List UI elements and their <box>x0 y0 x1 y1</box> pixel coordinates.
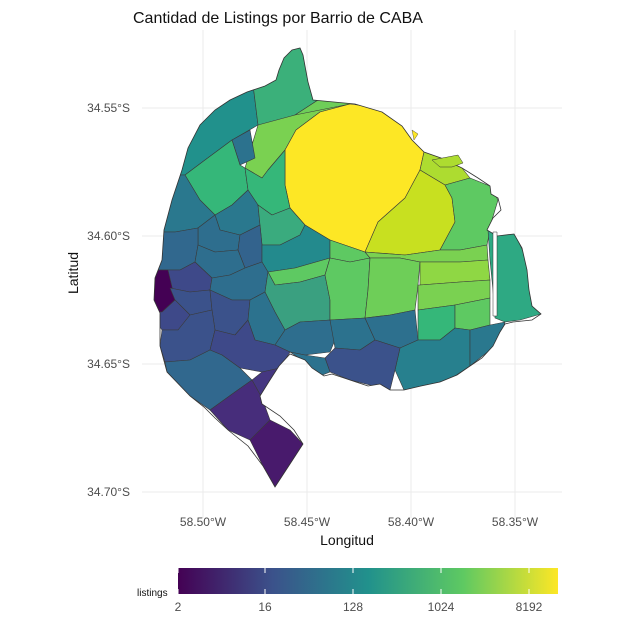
chart-title: Cantidad de Listings por Barrio de CABA <box>133 10 423 27</box>
barrio-polygon[interactable] <box>469 321 506 367</box>
x-tick-label: 58.40°W <box>388 515 435 529</box>
y-tick-label: 34.55°S <box>87 101 130 115</box>
dock-channel <box>492 231 498 317</box>
legend-title: listings <box>137 588 168 599</box>
barrio-polygon[interactable] <box>209 379 271 441</box>
y-tick-label: 34.65°S <box>87 357 130 371</box>
city-outline <box>153 47 542 488</box>
coastal-fragment <box>411 129 419 141</box>
x-axis-title: Longitud <box>320 532 374 548</box>
legend-tick-label: 2 <box>175 600 182 614</box>
y-tick-label: 34.60°S <box>87 229 130 243</box>
barrio-polygon[interactable] <box>364 257 421 319</box>
coastal-fragment <box>431 154 464 168</box>
barrios-layer <box>150 48 541 487</box>
legend-tick-label: 16 <box>258 600 272 614</box>
legend-colorbar <box>178 568 558 594</box>
x-tick-label: 58.50°W <box>180 515 227 529</box>
x-tick-label: 58.35°W <box>492 515 539 529</box>
barrio-polygon[interactable] <box>150 227 199 271</box>
legend-tick-label: 128 <box>343 600 363 614</box>
x-tick-label: 58.45°W <box>284 515 331 529</box>
legend-tick-label: 8192 <box>516 600 543 614</box>
barrio-polygon[interactable] <box>324 257 371 321</box>
legend-tick-label: 1024 <box>428 600 455 614</box>
y-tick-label: 34.70°S <box>87 485 130 499</box>
y-axis-title: Latitud <box>65 252 81 294</box>
legend: listings 2 16 128 1024 8192 <box>137 568 558 614</box>
